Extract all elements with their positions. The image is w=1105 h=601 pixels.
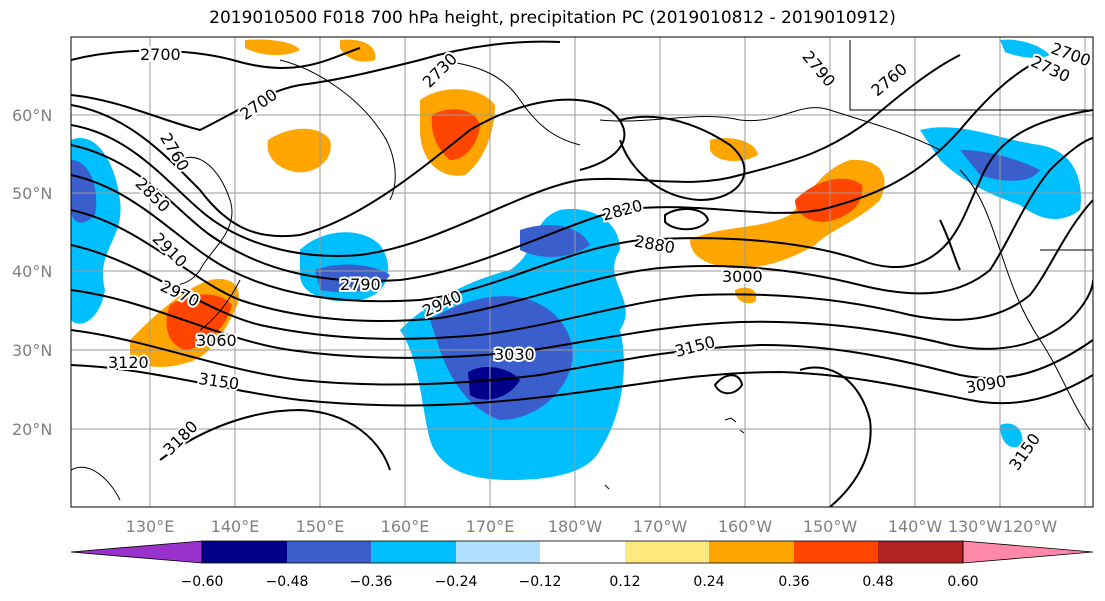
lat-label: 30°N	[12, 341, 52, 360]
contour-label: 3000	[722, 267, 763, 286]
colorbar-bin	[625, 541, 709, 563]
contour-label: 2700	[140, 45, 181, 64]
map-border	[70, 36, 1094, 508]
colorbar-tick-label: 0.12	[609, 574, 640, 590]
contour-label: 2790	[340, 275, 381, 294]
colorbar-bin	[794, 541, 878, 563]
colorbar-tick-label: 0.48	[862, 574, 893, 590]
lon-label: 170°W	[633, 517, 688, 536]
lon-label: 180°W	[548, 517, 603, 536]
map-title: 2019010500 F018 700 hPa height, precipit…	[209, 8, 896, 28]
precip-positive-shading	[130, 39, 885, 367]
colorbar-tick-label: −0.36	[350, 574, 393, 590]
colorbar-tick-label: 0.36	[778, 574, 809, 590]
colorbar-extend-high	[962, 540, 1094, 564]
lon-label: 130°E	[126, 517, 175, 536]
lat-label: 60°N	[12, 106, 52, 125]
lon-label: 130°W	[948, 517, 1003, 536]
colorbar-tick-label: −0.60	[181, 574, 224, 590]
colorbar-bin	[287, 541, 371, 563]
colorbar-outline	[201, 540, 964, 564]
colorbar-tick-label: −0.12	[519, 574, 562, 590]
colorbar-bin	[456, 541, 540, 563]
colorbar-tick-label: −0.48	[266, 574, 309, 590]
lon-label: 170°E	[466, 517, 515, 536]
colorbar-tick-labels: −0.60 −0.48 −0.36 −0.24 −0.12 0.12 0.24 …	[181, 574, 979, 590]
lat-label: 50°N	[12, 184, 52, 203]
colorbar: −0.60 −0.48 −0.36 −0.24 −0.12 0.12 0.24 …	[70, 540, 1094, 590]
colorbar-tick-label: 0.24	[693, 574, 724, 590]
lon-label: 150°E	[296, 517, 345, 536]
lon-label: 160°E	[381, 517, 430, 536]
height-contours	[71, 40, 1093, 507]
contour-label: 3060	[196, 331, 237, 350]
colorbar-extend-low	[70, 540, 203, 564]
longitude-labels: 130°E 140°E 150°E 160°E 170°E 180°W 170°…	[126, 517, 1058, 536]
colorbar-tick-label: −0.24	[435, 574, 478, 590]
contour-label: 3030	[494, 345, 535, 364]
lon-label: 140°W	[888, 517, 943, 536]
colorbar-tick-label: 0.60	[947, 574, 978, 590]
colorbar-bin	[540, 541, 625, 563]
lon-label: 150°W	[803, 517, 858, 536]
lat-label: 20°N	[12, 420, 52, 439]
colorbar-bin	[202, 541, 287, 563]
colorbar-bin	[878, 541, 963, 563]
lon-label: 120°W	[1003, 517, 1058, 536]
lon-label: 140°E	[211, 517, 260, 536]
contour-label: 3120	[108, 353, 149, 372]
colorbar-bin	[371, 541, 456, 563]
latitude-labels: 60°N 50°N 40°N 30°N 20°N	[12, 106, 52, 439]
colorbar-bin	[709, 541, 794, 563]
lat-label: 40°N	[12, 262, 52, 281]
lon-label: 160°W	[718, 517, 773, 536]
